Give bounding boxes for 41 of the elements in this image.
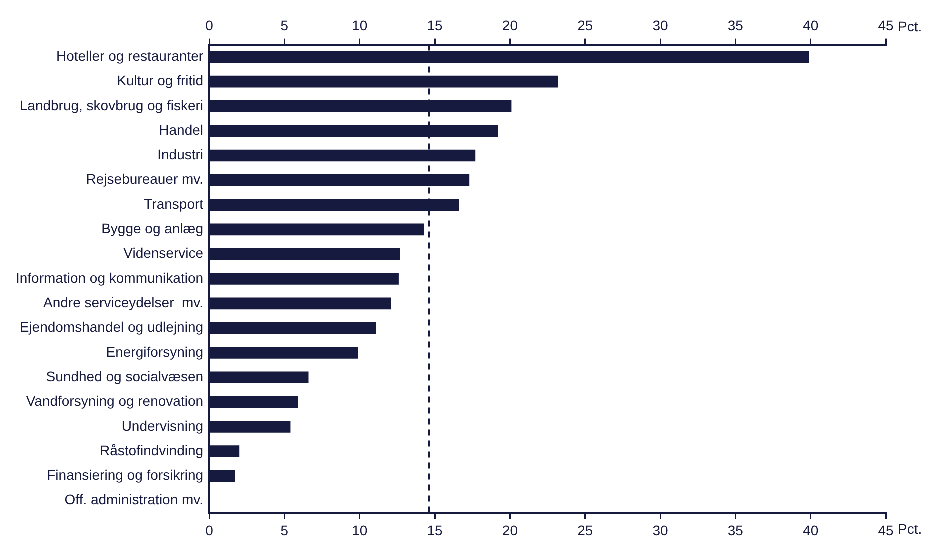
y-tick-label: Bygge og anlæg [102,220,204,237]
x2-tick-label: 30 [652,522,669,538]
y-tick-label: Rejsebureauer mv. [86,171,204,188]
x-tick-label: 10 [352,17,368,34]
y-tick-label: Sundhed og socialvæsen [46,368,204,384]
x-tick-label: 45 [878,17,894,34]
y-tick-label: Off. administration mv. [64,492,204,508]
x-tick-label: 30 [652,17,669,34]
y-tick-label: Information og kommunikation [16,270,204,286]
y-tick-label: Finansiering og forsikring [47,467,204,484]
y-tick-label: Energiforsyning [106,344,204,360]
x2-tick-label: 15 [427,522,444,538]
y-tick-label: Handel [159,122,204,138]
y-tick-label: Landbrug, skovbrug og fiskeri [20,97,204,114]
y-tick-label: Råstofindvinding [100,442,204,458]
y-tick-label: Industri [158,146,204,163]
x-tick-label: 0 [206,17,214,34]
x2-tick-label: 10 [352,522,368,538]
x2-tick-label: 35 [728,522,744,538]
x-tick-label: 5 [280,17,289,34]
y-tick-label: Undervisning [122,418,204,434]
x-tick-label: 25 [578,17,594,34]
x2-tick-label: 45 [878,522,894,538]
y-tick-label: Videnservice [124,245,204,262]
y-tick-label: Transport [144,196,204,212]
x-tick-label: 15 [427,17,444,34]
x-axis-title: Pct. [898,521,922,538]
x2-tick-label: 20 [502,522,518,538]
x2-tick-label: 0 [206,522,214,538]
x-tick-label: 20 [502,17,518,34]
y-tick-label: Kultur og fritid [117,72,204,89]
x-tick-label: 35 [728,17,744,34]
x2-tick-label: 5 [280,522,289,538]
y-tick-label: Andre serviceydelser mv. [44,294,204,311]
x-tick-label: 40 [803,17,819,34]
x2-tick-label: 25 [578,522,594,538]
y-tick-label: Hoteller og restauranter [56,48,204,64]
x2-axis-title: Pct. [898,18,922,35]
y-tick-label: Ejendomshandel og udlejning [20,319,204,336]
x2-tick-label: 40 [803,522,819,538]
y-tick-label: Vandforsyning og renovation [26,393,204,410]
